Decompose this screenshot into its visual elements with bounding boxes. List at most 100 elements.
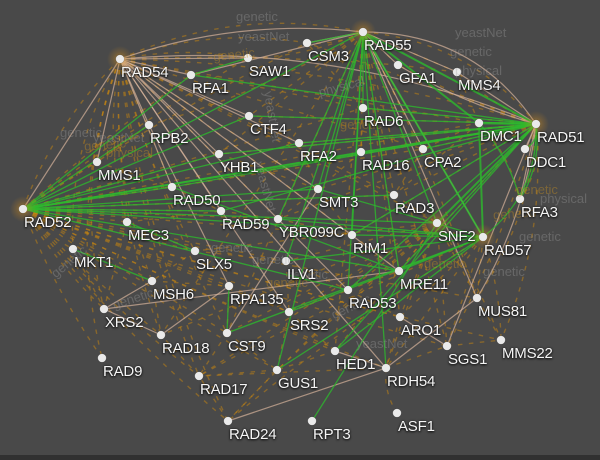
edge-yeastNet-RAD55-RDH54[interactable] bbox=[362, 31, 387, 369]
edge-yeastNet-RAD55-YBR099C[interactable] bbox=[277, 31, 364, 220]
edge-physical-HED1-RDH54[interactable] bbox=[334, 350, 387, 369]
edge-genetic-MKT1-XRS2[interactable] bbox=[72, 248, 105, 310]
edge-physical-ARO1-SGS1[interactable] bbox=[399, 316, 448, 347]
edge-yeastNet-RAD51-RAD59[interactable] bbox=[220, 123, 537, 212]
edge-genetic-SNF2-SLX5[interactable] bbox=[194, 222, 438, 252]
edge-genetic-RAD57-RDH54[interactable] bbox=[385, 236, 484, 369]
edge-yeastNet-RAD55-GUS1[interactable] bbox=[276, 31, 364, 371]
edge-genetic-RAD50-RAD59[interactable] bbox=[171, 186, 222, 212]
edge-genetic-RAD52-SRS2[interactable] bbox=[22, 208, 290, 313]
edge-yeastNet-RAD57-HED1[interactable] bbox=[334, 236, 484, 352]
edge-genetic-RAD17-RAD18[interactable] bbox=[160, 334, 200, 377]
edge-genetic-SNF2-MUS81[interactable] bbox=[436, 222, 478, 299]
edge-genetic-SMT3-YBR099C[interactable] bbox=[277, 188, 319, 220]
node-RAD57[interactable] bbox=[478, 232, 488, 242]
edge-physical-RAD54-RAD51[interactable] bbox=[119, 54, 537, 125]
node-MMS4[interactable] bbox=[452, 67, 462, 77]
edge-genetic-RDH54-SGS1[interactable] bbox=[385, 345, 448, 369]
edge-yeastNet-CST9-RPA135[interactable] bbox=[226, 285, 230, 334]
node-DDC1[interactable] bbox=[520, 144, 530, 154]
node-CPA2[interactable] bbox=[418, 144, 428, 154]
edge-genetic-RAD54-MEC3[interactable] bbox=[112, 58, 128, 223]
edge-yeastNet-RPT3-SNF2[interactable] bbox=[311, 222, 438, 422]
node-ASF1[interactable] bbox=[392, 408, 402, 418]
node-RAD52[interactable] bbox=[18, 204, 28, 214]
edge-physical-RAD55-RAD51[interactable] bbox=[362, 31, 537, 125]
edge-physical-XRS2-MSH6[interactable] bbox=[103, 280, 153, 310]
edge-genetic-SLX5-ILV1[interactable] bbox=[194, 250, 287, 262]
edge-genetic-MSH6-RPA135[interactable] bbox=[151, 280, 230, 287]
edge-yeastNet-RAD50-MRE11[interactable] bbox=[171, 186, 400, 272]
node-SRS2[interactable] bbox=[284, 307, 294, 317]
edge-yeastNet-DMC1-RFA3[interactable] bbox=[478, 122, 521, 200]
edge-genetic-SMT3-RIM1[interactable] bbox=[317, 188, 353, 236]
edge-genetic-CST9-GUS1[interactable] bbox=[226, 332, 278, 371]
edge-yeastNet-RAD55-SMT3[interactable] bbox=[317, 31, 364, 190]
node-ARO1[interactable] bbox=[395, 312, 405, 322]
edge-yeastNet-RAD57-ILV1[interactable] bbox=[285, 236, 484, 262]
edge-yeastNet-RAD52-MRE11[interactable] bbox=[22, 208, 400, 272]
node-HED1[interactable] bbox=[330, 346, 340, 356]
edge-yeastNet-RAD57-SMT3[interactable] bbox=[317, 188, 484, 238]
edge-genetic-SNF2-SGS1[interactable] bbox=[436, 222, 448, 347]
edge-genetic-RAD55-MUS81[interactable] bbox=[362, 31, 478, 299]
edge-genetic-RAD52-ILV1[interactable] bbox=[22, 208, 287, 262]
edge-genetic-RAD57-RAD17[interactable] bbox=[198, 236, 484, 377]
edge-genetic-HED1-GUS1[interactable] bbox=[276, 350, 336, 371]
edge-genetic-RAD54-CPA2[interactable] bbox=[119, 58, 424, 150]
edge-genetic-RAD54-RAD18[interactable] bbox=[117, 58, 162, 336]
edge-genetic-SNF2-RDH54[interactable] bbox=[385, 222, 438, 369]
edge-genetic-MEC3-RAD59[interactable] bbox=[126, 210, 222, 223]
edge-genetic-RAD55-RAD51[interactable] bbox=[362, 31, 537, 125]
edge-physical-MUS81-RDH54[interactable] bbox=[385, 297, 478, 369]
edge-genetic-RAD55-CTF4[interactable] bbox=[248, 31, 364, 117]
edge-genetic-RAD55-ARO1[interactable] bbox=[362, 31, 401, 318]
edge-physical-XRS2-RAD18[interactable] bbox=[103, 308, 162, 336]
node-RAD51[interactable] bbox=[531, 119, 541, 129]
edge-genetic-RAD54-RAD52[interactable] bbox=[22, 58, 121, 210]
node-CST9[interactable] bbox=[222, 328, 232, 338]
edge-genetic-RAD52-RAD18[interactable] bbox=[22, 208, 162, 336]
edge-yeastNet-RAD55-DMC1[interactable] bbox=[362, 31, 480, 124]
edge-yeastNet-RAD51-HED1[interactable] bbox=[334, 123, 537, 352]
edge-yeastNet-RAD51-SNF2[interactable] bbox=[436, 123, 537, 224]
edge-genetic-RAD53-MRE11[interactable] bbox=[347, 270, 400, 291]
edge-yeastNet-RAD55-RAD53[interactable] bbox=[347, 31, 364, 291]
edge-physical-RAD54-SRS2[interactable] bbox=[119, 58, 290, 313]
edge-yeastNet-RAD52-CTF4[interactable] bbox=[22, 115, 250, 210]
edge-yeastNet-RAD52-RAD53[interactable] bbox=[22, 208, 349, 291]
node-CTF4[interactable] bbox=[244, 111, 254, 121]
edge-genetic-RAD52-MSH6[interactable] bbox=[22, 208, 153, 282]
edge-physical-RAD54-YHB1[interactable] bbox=[119, 58, 220, 155]
edge-physical-RAD54-SAW1[interactable] bbox=[119, 57, 249, 60]
edge-genetic-RAD52-XRS2[interactable] bbox=[22, 208, 105, 310]
node-RAD3[interactable] bbox=[389, 190, 399, 200]
edge-yeastNet-RAD51-RFA1[interactable] bbox=[190, 74, 537, 125]
edge-yeastNet-RAD52-RFA1[interactable] bbox=[22, 74, 192, 210]
edge-genetic-RAD52-RIM1[interactable] bbox=[22, 208, 353, 236]
edge-genetic-GUS1-RAD24[interactable] bbox=[227, 369, 278, 422]
node-RAD9[interactable] bbox=[97, 353, 107, 363]
edge-genetic-SNF2-HED1[interactable] bbox=[334, 222, 438, 352]
edge-genetic-RAD54-MKT1[interactable] bbox=[71, 58, 121, 250]
edge-genetic-RAD51-MMS22[interactable] bbox=[500, 123, 539, 341]
node-MKT1[interactable] bbox=[68, 244, 78, 254]
node-SNF2[interactable] bbox=[432, 218, 442, 228]
edge-yeastNet-SAW1-RFA1[interactable] bbox=[190, 57, 249, 76]
node-MUS81[interactable] bbox=[472, 293, 482, 303]
edge-genetic-RFA2-SMT3[interactable] bbox=[298, 142, 319, 190]
edge-genetic-SLX5-MSH6[interactable] bbox=[151, 250, 196, 282]
node-RPA135[interactable] bbox=[224, 281, 234, 291]
edge-genetic-RAD57-RAD24[interactable] bbox=[227, 236, 484, 422]
edge-genetic-RAD6-CSM3[interactable] bbox=[306, 42, 364, 109]
edge-genetic-RAD51-SGS1[interactable] bbox=[446, 123, 537, 347]
node-RFA2[interactable] bbox=[294, 138, 304, 148]
edge-genetic-RDH54-RAD17[interactable] bbox=[198, 367, 387, 377]
node-RAD53[interactable] bbox=[343, 285, 353, 295]
edge-yeastNet-RAD52-SMT3[interactable] bbox=[22, 188, 319, 210]
edge-genetic-MEC3-XRS2[interactable] bbox=[103, 221, 128, 310]
edge-genetic-RAD51-RAD3[interactable] bbox=[393, 123, 537, 196]
node-YBR099C[interactable] bbox=[273, 214, 283, 224]
edge-yeastNet-MKT1-MSH6[interactable] bbox=[72, 248, 153, 282]
